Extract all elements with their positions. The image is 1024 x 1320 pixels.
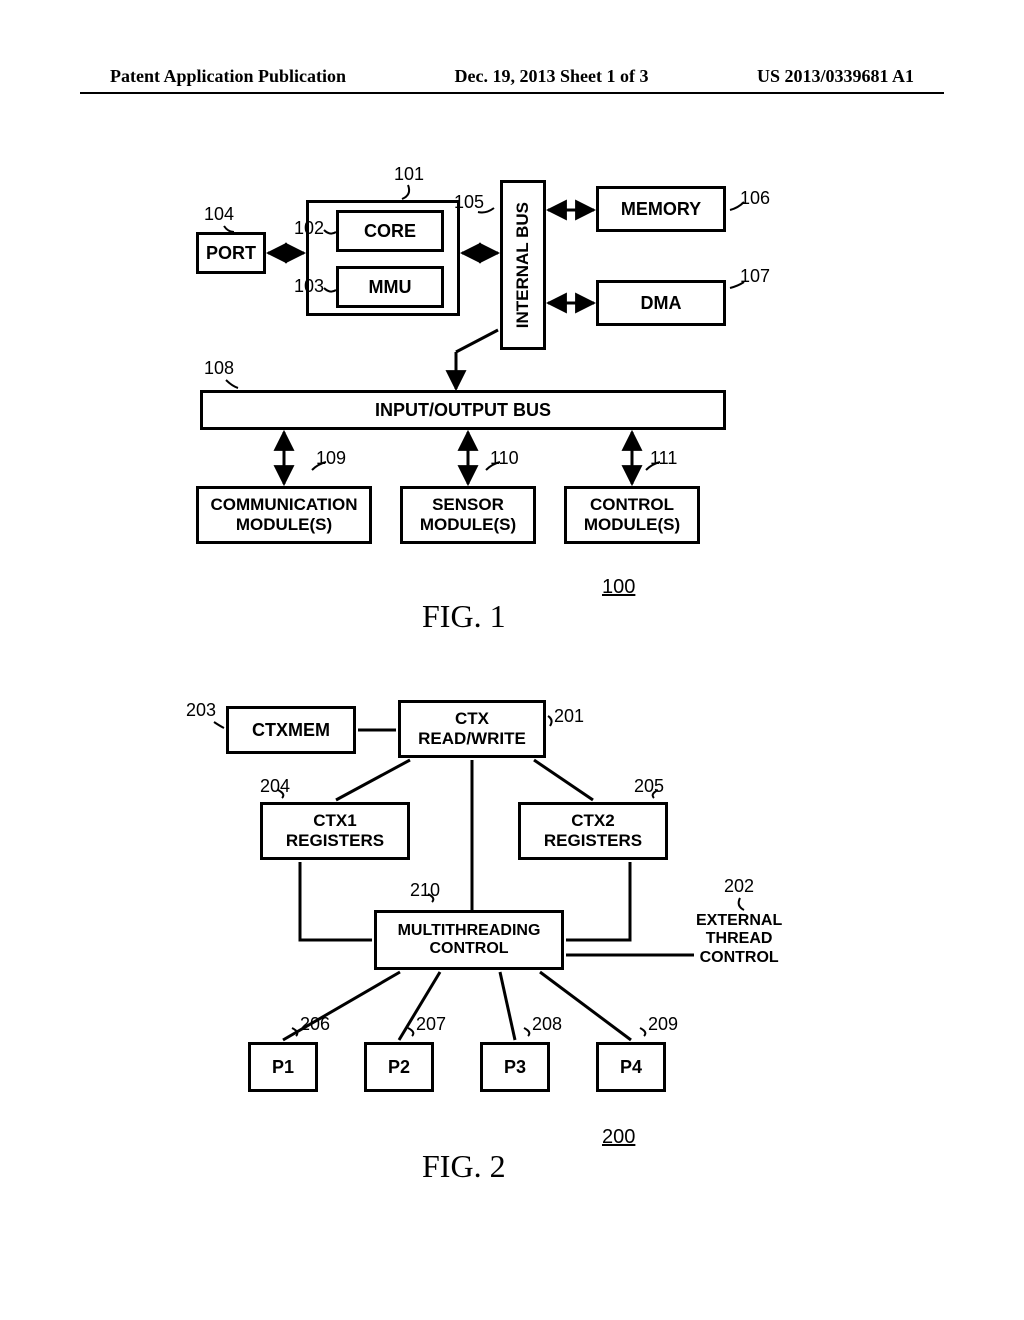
page: Patent Application Publication Dec. 19, … <box>0 0 1024 1320</box>
fig2-connectors <box>0 0 1024 1200</box>
fig2-ref: 200 <box>602 1126 635 1149</box>
fig2-caption: FIG. 2 <box>422 1148 506 1185</box>
